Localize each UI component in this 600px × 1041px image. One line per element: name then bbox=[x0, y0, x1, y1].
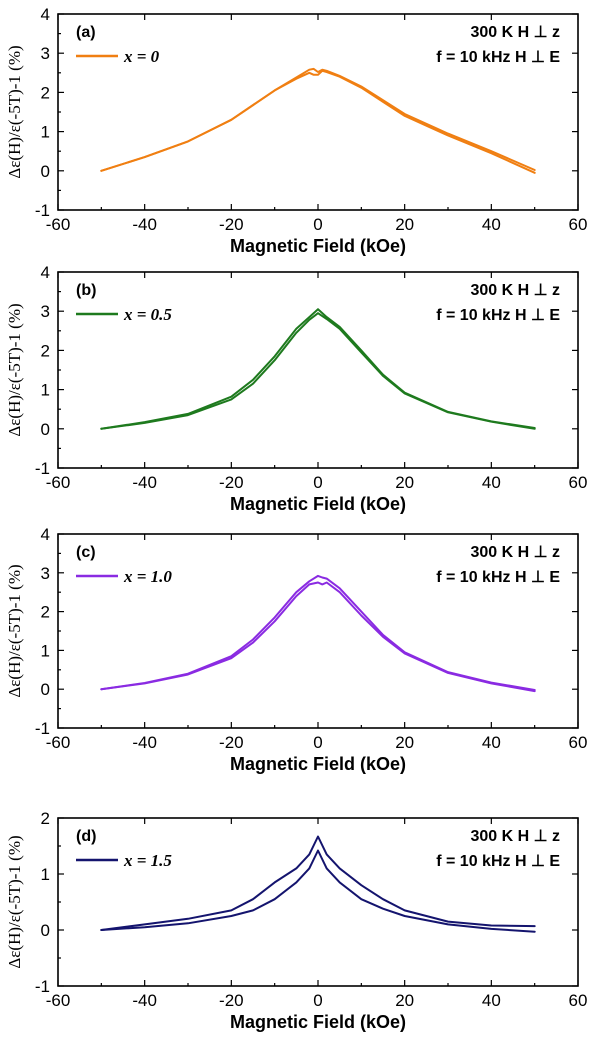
y-tick-label: -1 bbox=[35, 977, 50, 996]
x-tick-label: -20 bbox=[219, 991, 244, 1010]
condition-frequency: f = 10 kHz H ⊥ E bbox=[436, 49, 560, 66]
x-tick-label: -40 bbox=[132, 991, 157, 1010]
plot-frame bbox=[57, 271, 579, 469]
x-tick-label: -60 bbox=[46, 733, 71, 752]
x-tick-label: -40 bbox=[132, 215, 157, 234]
legend-label: x = 1.5 bbox=[123, 851, 172, 870]
condition-frequency: f = 10 kHz H ⊥ E bbox=[436, 853, 560, 870]
series-line-2 bbox=[100, 308, 536, 430]
x-axis-label: Magnetic Field (kOe) bbox=[230, 236, 406, 256]
x-tick-label: 60 bbox=[569, 473, 588, 492]
x-axis-label: Magnetic Field (kOe) bbox=[230, 754, 406, 774]
series-line-1 bbox=[100, 849, 536, 933]
x-tick-label: 20 bbox=[395, 991, 414, 1010]
panel-label: (c) bbox=[76, 544, 96, 561]
y-tick-label: 4 bbox=[41, 263, 50, 282]
x-tick-label: 60 bbox=[569, 991, 588, 1010]
condition-temperature: 300 K H ⊥ z bbox=[470, 544, 560, 561]
y-tick-label: 0 bbox=[41, 680, 50, 699]
chart-panel-2: -60 -40 -20 0 20 40 60 -1 0 1 2 3 4 Magnetic Field (k… bbox=[5, 263, 587, 514]
x-tick-label: 0 bbox=[313, 473, 322, 492]
x-tick-label: 0 bbox=[313, 215, 322, 234]
series-line-2 bbox=[100, 835, 536, 931]
panel-label: (d) bbox=[76, 828, 96, 845]
condition-frequency: f = 10 kHz H ⊥ E bbox=[436, 569, 560, 586]
series-line-1 bbox=[100, 312, 536, 430]
panel-label: (b) bbox=[76, 282, 96, 299]
x-tick-label: 20 bbox=[395, 215, 414, 234]
chart-panel-4: -60 -40 -20 0 20 40 60 -1 0 1 2 Magnetic Field (kOe… bbox=[5, 809, 587, 1032]
y-axis-label: Δε(H)/ε(-5T)-1 (%) bbox=[5, 45, 24, 178]
x-tick-label: -20 bbox=[219, 733, 244, 752]
y-axis-label: Δε(H)/ε(-5T)-1 (%) bbox=[5, 564, 24, 697]
x-tick-label: 60 bbox=[569, 733, 588, 752]
legend-label: x = 0.5 bbox=[123, 305, 172, 324]
condition-temperature: 300 K H ⊥ z bbox=[470, 828, 560, 845]
y-tick-label: 3 bbox=[41, 302, 50, 321]
series-line-1 bbox=[100, 581, 536, 693]
x-tick-label: 0 bbox=[313, 991, 322, 1010]
y-tick-label: 4 bbox=[41, 525, 50, 544]
y-tick-label: 3 bbox=[41, 564, 50, 583]
x-tick-label: -60 bbox=[46, 473, 71, 492]
x-tick-label: 0 bbox=[313, 733, 322, 752]
y-tick-label: 4 bbox=[41, 5, 50, 24]
series-line-1 bbox=[100, 69, 536, 174]
y-tick-label: 2 bbox=[41, 341, 50, 360]
legend-label: x = 1.0 bbox=[123, 567, 172, 586]
y-tick-label: 1 bbox=[41, 381, 50, 400]
condition-temperature: 300 K H ⊥ z bbox=[470, 282, 560, 299]
x-tick-label: 60 bbox=[569, 215, 588, 234]
x-tick-label: -40 bbox=[132, 733, 157, 752]
x-axis-label: Magnetic Field (kOe) bbox=[230, 1012, 406, 1032]
y-axis-label: Δε(H)/ε(-5T)-1 (%) bbox=[5, 835, 24, 968]
y-tick-label: 3 bbox=[41, 44, 50, 63]
y-axis-label: Δε(H)/ε(-5T)-1 (%) bbox=[5, 303, 24, 436]
condition-temperature: 300 K H ⊥ z bbox=[470, 24, 560, 41]
x-tick-label: -20 bbox=[219, 473, 244, 492]
x-tick-label: 20 bbox=[395, 473, 414, 492]
y-tick-label: 1 bbox=[41, 641, 50, 660]
panel-label: (a) bbox=[76, 24, 96, 41]
x-tick-label: 20 bbox=[395, 733, 414, 752]
plot-frame bbox=[57, 533, 579, 729]
y-tick-label: 0 bbox=[41, 921, 50, 940]
x-tick-label: 40 bbox=[482, 991, 501, 1010]
x-tick-label: 40 bbox=[482, 733, 501, 752]
y-tick-label: 1 bbox=[41, 123, 50, 142]
x-tick-label: -60 bbox=[46, 991, 71, 1010]
y-tick-label: -1 bbox=[35, 201, 50, 220]
chart-panel-3: -60 -40 -20 0 20 40 60 -1 0 1 2 3 4 Magnetic Field (k… bbox=[5, 525, 587, 774]
y-tick-label: 1 bbox=[41, 865, 50, 884]
chart-panel-1: -60 -40 -20 0 20 40 60 -1 0 1 2 3 4 Magnetic Field (k… bbox=[5, 5, 587, 256]
x-tick-label: -20 bbox=[219, 215, 244, 234]
y-tick-label: 2 bbox=[41, 809, 50, 828]
x-axis-label: Magnetic Field (kOe) bbox=[230, 494, 406, 514]
x-tick-label: 40 bbox=[482, 215, 501, 234]
x-tick-label: -40 bbox=[132, 473, 157, 492]
x-tick-label: 40 bbox=[482, 473, 501, 492]
y-tick-label: 0 bbox=[41, 420, 50, 439]
y-tick-label: 0 bbox=[41, 162, 50, 181]
y-tick-label: 2 bbox=[41, 603, 50, 622]
series-line-2 bbox=[100, 67, 536, 172]
condition-frequency: f = 10 kHz H ⊥ E bbox=[436, 307, 560, 324]
series-line-2 bbox=[100, 574, 536, 691]
legend-label: x = 0 bbox=[123, 47, 160, 66]
y-tick-label: -1 bbox=[35, 719, 50, 738]
x-tick-label: -60 bbox=[46, 215, 71, 234]
y-tick-label: -1 bbox=[35, 459, 50, 478]
y-tick-label: 2 bbox=[41, 83, 50, 102]
plot-frame bbox=[57, 13, 579, 211]
